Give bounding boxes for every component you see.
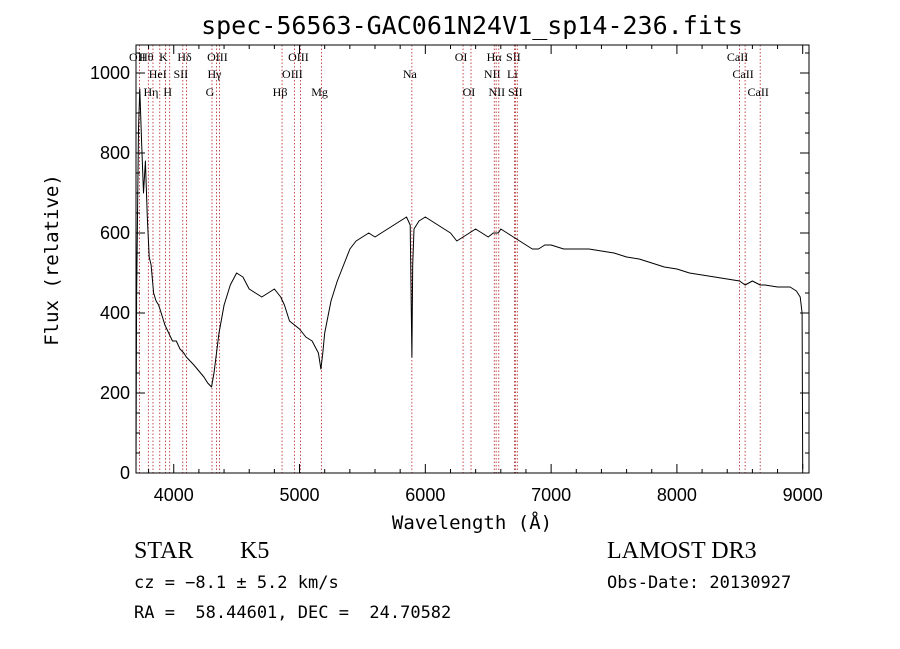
line-marker-label-26: CaII — [748, 85, 769, 99]
flux-line-0 — [135, 88, 804, 474]
line-marker-label-18: Hη — [144, 85, 159, 99]
y-tick-label-0: 0 — [120, 463, 130, 483]
line-marker-label-9: CaII — [727, 50, 748, 64]
y-tick-label-2: 400 — [100, 303, 130, 323]
line-marker-label-15: NII — [484, 67, 501, 81]
line-marker-label-17: CaII — [732, 67, 753, 81]
x-axis-label: Wavelength (Å) — [392, 511, 552, 534]
survey-name: LAMOST DR3 — [607, 538, 757, 564]
y-tick-label-3: 600 — [100, 223, 130, 243]
x-tick-label-3: 7000 — [531, 485, 571, 505]
line-marker-label-19: H — [163, 85, 172, 99]
object-class: STAR — [134, 538, 194, 564]
object-subclass: K5 — [240, 538, 270, 564]
line-marker-label-5: OIII — [288, 50, 309, 64]
y-tick-label-5: 1000 — [90, 63, 130, 83]
y-tick-label-1: 200 — [100, 383, 130, 403]
chart-title: spec-56563-GAC061N24V1_sp14-236.fits — [201, 11, 743, 40]
axis-ticks: 4000 5000 6000 7000 8000 9000 0 200 400 600 800 100… — [90, 45, 823, 505]
line-marker-label-14: Na — [403, 67, 418, 81]
x-tick-label-5: 9000 — [783, 485, 823, 505]
redshift-cz: cz = −8.1 ± 5.2 km/s — [134, 573, 339, 593]
x-tick-label-4: 8000 — [657, 485, 697, 505]
line-marker-label-4: OIII — [207, 50, 228, 64]
line-marker-label-13: OIII — [282, 67, 303, 81]
x-tick-label-2: 6000 — [405, 485, 445, 505]
line-marker-label-1: OII — [129, 50, 146, 64]
line-marker-label-3: Hδ — [177, 50, 192, 64]
sky-coordinates: RA = 58.44601, DEC = 24.70582 — [134, 603, 452, 623]
y-tick-label-4: 800 — [100, 143, 130, 163]
line-marker-label-12: Hγ — [208, 67, 223, 81]
plot-frame — [135, 44, 810, 474]
line-marker-label-6: OI — [455, 50, 468, 64]
line-marker-label-22: Mg — [311, 85, 328, 99]
flux-series — [135, 88, 804, 474]
line-marker-label-8: SII — [506, 50, 521, 64]
line-marker-label-11: SII — [173, 67, 188, 81]
line-marker-label-24: NII — [488, 85, 505, 99]
y-axis-label: Flux (relative) — [41, 174, 63, 346]
x-tick-label-0: 4000 — [154, 485, 194, 505]
observation-date: Obs-Date: 20130927 — [607, 573, 792, 593]
line-marker-label-20: G — [206, 85, 215, 99]
line-marker-label-16: Li — [507, 67, 518, 81]
line-marker-label-10: HeI — [149, 67, 167, 81]
line-marker-label-0: Hθ — [139, 50, 154, 64]
line-marker-label-2: K — [159, 50, 168, 64]
line-marker-label-21: Hβ — [273, 85, 288, 99]
line-marker-label-25: SII — [508, 85, 523, 99]
line-marker-label-23: OI — [463, 85, 476, 99]
x-tick-label-1: 5000 — [280, 485, 320, 505]
